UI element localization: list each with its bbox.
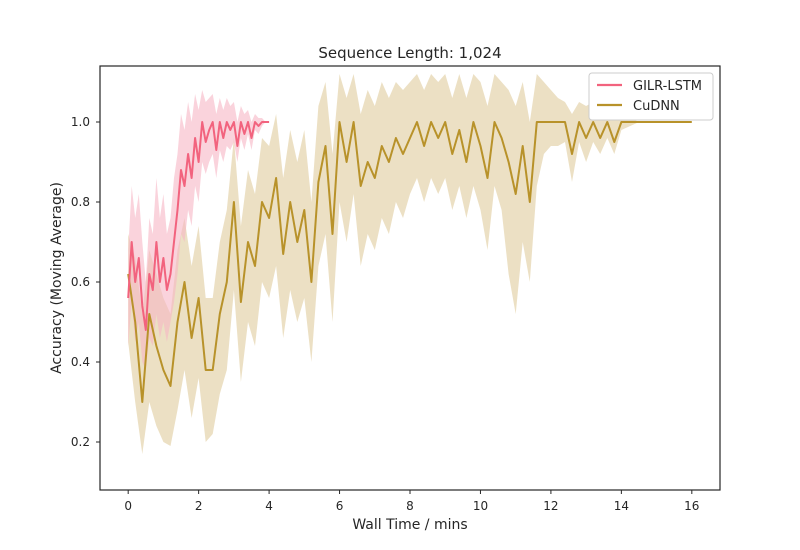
series-lines: [127, 121, 692, 403]
y-axis-label: Accuracy (Moving Average): [49, 182, 65, 374]
x-tick-label: 2: [195, 499, 203, 513]
x-axis-label: Wall Time / mins: [352, 517, 467, 533]
legend: GILR-LSTM CuDNN: [588, 72, 714, 121]
x-tick-label: 6: [336, 499, 344, 513]
x-tick-label: 12: [543, 499, 558, 513]
x-tick-label: 14: [614, 499, 629, 513]
x-tick-label: 16: [684, 499, 699, 513]
y-tick-label: 0.2: [71, 435, 90, 449]
line-cudnn: [127, 121, 692, 403]
band-cudnn: [128, 74, 692, 454]
x-axis-ticks: 0 2 4 6 8 10 12 14 16: [124, 490, 699, 513]
legend-label-gilr-lstm: GILR-LSTM: [633, 79, 702, 94]
x-tick-label: 4: [265, 499, 273, 513]
y-tick-label: 0.4: [71, 355, 90, 369]
x-tick-label: 8: [406, 499, 414, 513]
y-tick-label: 1.0: [71, 115, 90, 129]
y-axis-ticks: 0.2 0.4 0.6 0.8 1.0: [71, 115, 100, 449]
x-tick-label: 0: [124, 499, 132, 513]
y-tick-label: 0.8: [71, 195, 90, 209]
legend-label-cudnn: CuDNN: [633, 99, 680, 114]
y-tick-label: 0.6: [71, 275, 90, 289]
chart-title: Sequence Length: 1,024: [318, 44, 501, 62]
band-gilr-lstm: [128, 90, 270, 370]
x-tick-label: 10: [473, 499, 488, 513]
confidence-bands: [128, 74, 692, 454]
line-gilr-lstm: [127, 121, 270, 331]
